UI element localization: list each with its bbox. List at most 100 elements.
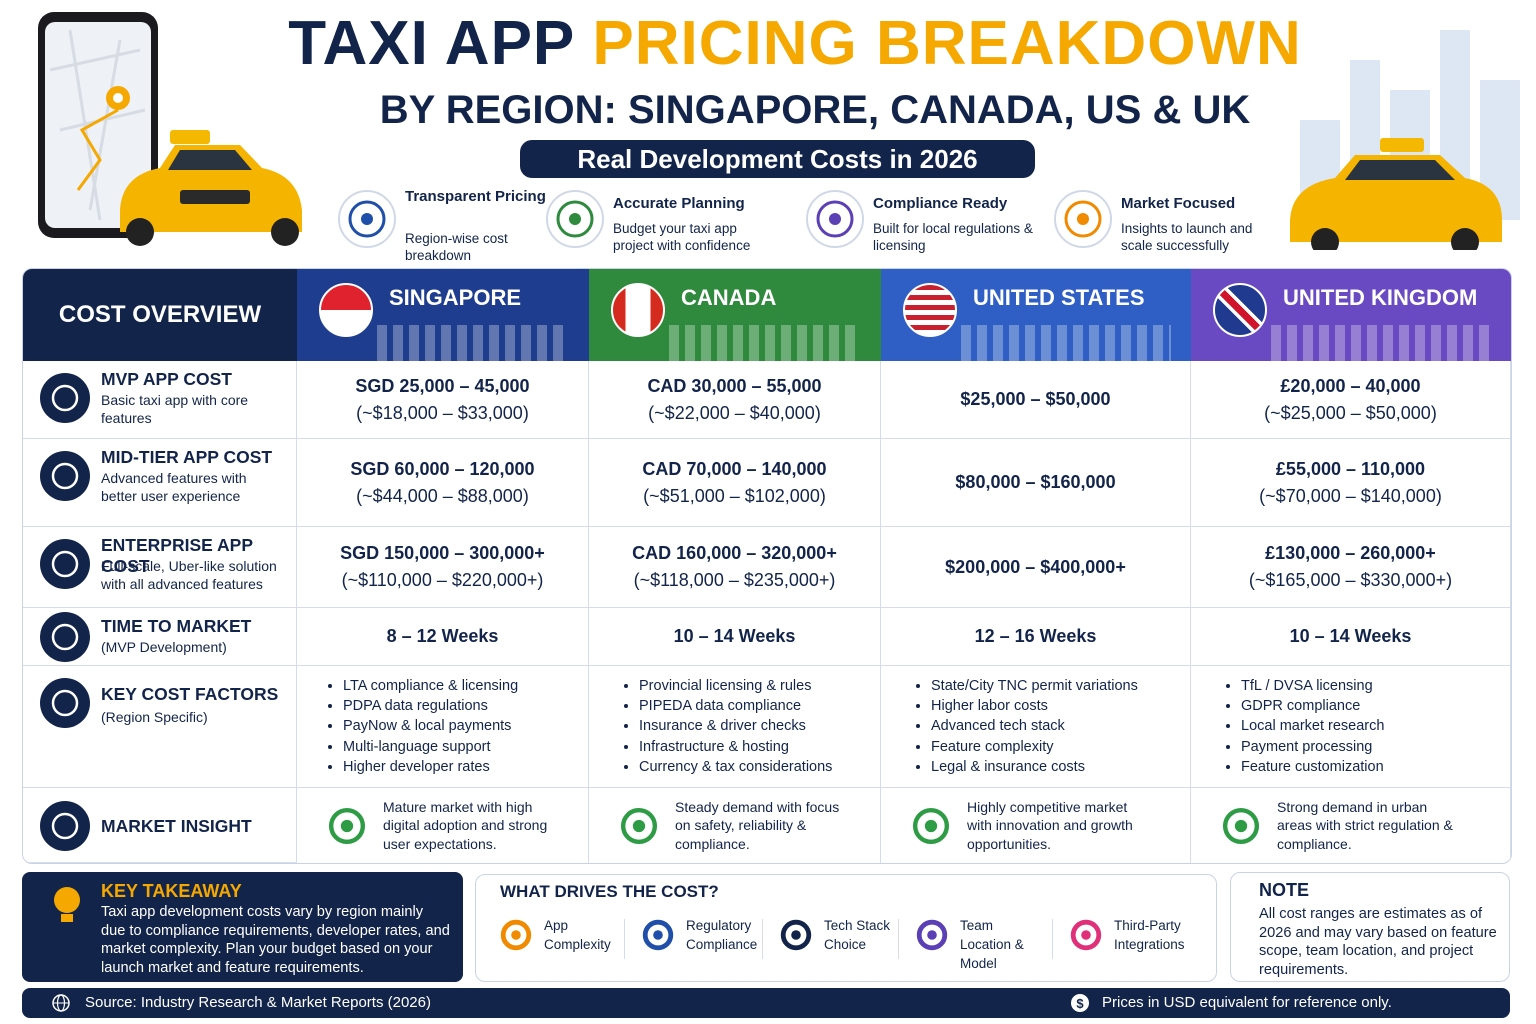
skyline (669, 325, 861, 361)
factor-list: State/City TNC permit variationsHigher l… (915, 676, 1138, 777)
divider (898, 919, 899, 959)
region-name: UNITED STATES (973, 285, 1145, 310)
price-range: CAD 70,000 – 140,000 (642, 458, 827, 479)
usd-equivalent: (~$110,000 – $220,000+) (341, 570, 544, 590)
divider (762, 919, 763, 959)
icon-graphic (1070, 919, 1102, 951)
takeaway-panel: KEY TAKEAWAY Taxi app development costs … (22, 872, 463, 982)
icon-graphic (328, 807, 366, 844)
row-title: KEY COST FACTORS (101, 684, 279, 704)
globe-icon (52, 994, 70, 1012)
factor-item: Provincial licensing & rules (639, 676, 832, 696)
row-icon (40, 451, 90, 501)
feature-icon (546, 190, 604, 248)
price-cell: £55,000 – 110,000 (~$70,000 – $140,000) (1191, 439, 1511, 527)
usd-equivalent: (~$70,000 – $140,000) (1259, 485, 1442, 506)
row-desc: (MVP Development) (101, 639, 227, 655)
flag (611, 283, 665, 337)
price-range: CAD 30,000 – 55,000 (647, 375, 822, 396)
row-desc: Full-scale, Uber-like solution with all … (101, 558, 277, 592)
price-range: 8 – 12 Weeks (386, 626, 499, 646)
icon-graphic (500, 919, 532, 951)
icon-graphic (916, 919, 948, 951)
svg-text:$: $ (1076, 996, 1084, 1011)
factor-item: Higher labor costs (931, 696, 1138, 716)
row-title: MID-TIER APP COST (101, 447, 273, 467)
row-desc: Advanced features with better user exper… (101, 470, 247, 504)
usd-equivalent: (~$118,000 – $235,000+) (633, 570, 836, 590)
price-cell: SGD 25,000 – 45,000 (~$18,000 – $33,000) (297, 361, 589, 439)
cost-table: COST OVERVIEW SINGAPORE CANADA UNITED STATE… (22, 268, 1512, 864)
feature-desc: Region-wise cost breakdown (405, 231, 508, 263)
price-range: £55,000 – 110,000 (1275, 458, 1426, 479)
row-label: MVP APP COST Basic taxi app with core fea… (23, 361, 297, 439)
region-name: UNITED KINGDOM (1283, 285, 1478, 310)
skyline (961, 325, 1171, 361)
footer: Source: Industry Research & Market Repor… (22, 988, 1510, 1018)
row-icon (40, 678, 90, 728)
feature-glyph (1064, 200, 1102, 238)
factors-cell: TfL / DVSA licensingGDPR complianceLocal… (1191, 666, 1511, 788)
price-range: 10 – 14 Weeks (1289, 626, 1412, 646)
icon (912, 915, 952, 955)
price-cell: CAD 70,000 – 140,000 (~$51,000 – $102,000… (589, 439, 881, 527)
takeaway-title: KEY TAKEAWAY (101, 881, 242, 901)
usd-equivalent: (~$44,000 – $88,000) (356, 485, 529, 506)
driver-label: App Complexity (544, 918, 611, 952)
price-range: SGD 25,000 – 45,000 (355, 375, 530, 396)
row-desc: Basic taxi app with core features (101, 392, 249, 426)
row-glyph (51, 550, 79, 578)
factor-item: Legal & insurance costs (931, 757, 1138, 777)
price-range: £20,000 – 40,000 (1280, 375, 1421, 396)
price-cell: 10 – 14 Weeks (1191, 608, 1511, 666)
feature-icon (806, 190, 864, 248)
price-range: 12 – 16 Weeks (974, 626, 1097, 646)
price-cell: $200,000 – $400,000+ (881, 527, 1191, 608)
price-cell: CAD 30,000 – 55,000 (~$22,000 – $40,000) (589, 361, 881, 439)
feature-title: Accurate Planning (613, 195, 745, 212)
factor-item: Advanced tech stack (931, 716, 1138, 736)
source: Source: Industry Research & Market Repor… (85, 994, 431, 1011)
driver-label: Regulatory Compliance (686, 918, 758, 952)
price-cell: £20,000 – 40,000 (~$25,000 – $50,000) (1191, 361, 1511, 439)
note-title: NOTE (1259, 880, 1310, 900)
icon-graphic (642, 919, 674, 951)
factor-item: Local market research (1241, 716, 1384, 736)
row-glyph (51, 812, 79, 839)
usd-equivalent: (~$18,000 – $33,000) (356, 402, 529, 423)
title: TAXI APP PRICING BREAKDOWN (0, 8, 1536, 79)
title-part-2: PRICING BREAKDOWN (592, 9, 1302, 78)
header-illustration-left (38, 12, 302, 246)
factor-item: Infrastructure & hosting (639, 737, 832, 757)
disclaimer: Prices in USD equivalent for reference o… (1102, 994, 1392, 1011)
insight-text: Highly competitive market with innovatio… (967, 798, 1133, 852)
feature-desc: Built for local regulations & licensing (873, 221, 1033, 253)
insight-cell: Steady demand with focus on safety, reli… (589, 788, 881, 863)
insight-text: Strong demand in urban areas with strict… (1277, 798, 1453, 852)
factor-list: TfL / DVSA licensingGDPR complianceLocal… (1225, 676, 1384, 777)
row-label: ENTERPRISE APP COST Full-scale, Uber-like… (23, 527, 297, 608)
factors-cell: State/City TNC permit variationsHigher l… (881, 666, 1191, 788)
icon (1219, 804, 1263, 848)
driver-label: Team Location & Model (960, 918, 1024, 971)
row-icon (40, 373, 90, 423)
row-glyph (51, 462, 79, 490)
factor-item: State/City TNC permit variations (931, 676, 1138, 696)
price-range: £130,000 – 260,000+ (1265, 543, 1436, 563)
feature-desc: Insights to launch and scale successfull… (1121, 221, 1253, 253)
driver-label: Tech Stack Choice (824, 918, 891, 952)
icon (617, 804, 661, 848)
feature-title: Compliance Ready (873, 195, 1008, 212)
price-range: $80,000 – $160,000 (955, 472, 1116, 492)
price-range: SGD 60,000 – 120,000 (350, 458, 535, 479)
feature-glyph (348, 200, 386, 238)
drivers-panel: WHAT DRIVES THE COST? App Complexity Regu… (475, 874, 1217, 982)
row-glyph (51, 623, 79, 651)
region-header: CANADA (589, 269, 881, 361)
row-icon (40, 800, 90, 851)
icon (1066, 915, 1106, 955)
insight-cell: Highly competitive market with innovatio… (881, 788, 1191, 863)
subtitle: BY REGION: SINGAPORE, CANADA, US & UK (379, 88, 1251, 132)
usd-equivalent: (~$22,000 – $40,000) (648, 402, 821, 423)
